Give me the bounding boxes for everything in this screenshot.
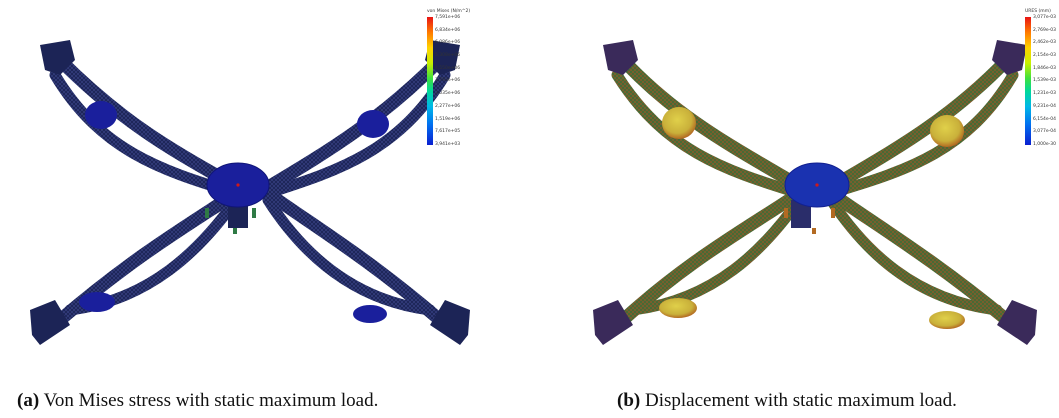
- caption-label: (a): [17, 390, 40, 411]
- legend-tick: 3,035e+06: [435, 91, 461, 97]
- legend-tick: 6,154e-04: [1033, 116, 1057, 122]
- central-hub: [205, 162, 270, 234]
- legend-tick: 1,000e-30: [1033, 141, 1057, 147]
- legend-tick-list: 3,077e-03 2,769e-03 2,462e-03 2,154e-03 …: [1033, 15, 1056, 147]
- legend-color-bar: [1025, 17, 1031, 145]
- legend-title: von Mises (N/m^2): [427, 9, 471, 14]
- legend-tick: 3,793e+06: [435, 78, 461, 84]
- legend-tick: 2,462e-03: [1033, 40, 1057, 46]
- legend-tick: 1,539e-03: [1033, 78, 1057, 84]
- legend-tick: 4,550e+06: [435, 65, 461, 71]
- legend-tick: 2,769e-03: [1033, 27, 1057, 33]
- legend-tick: 7,617e+05: [435, 129, 461, 135]
- legend-tick: 7,591e+06: [435, 15, 461, 20]
- drone-frame-displacement-render: [593, 40, 1037, 345]
- legend-tick: 1,846e-03: [1033, 65, 1057, 71]
- legend-tick: 6,086e+06: [435, 40, 461, 46]
- landing-brackets: [593, 40, 1037, 345]
- caption-text: Von Mises stress with static maximum loa…: [43, 390, 379, 411]
- legend-tick: 5,308e+06: [435, 53, 461, 59]
- legend-tick: 3,941e+03: [435, 141, 461, 147]
- legend-tick: 3,077e-04: [1033, 129, 1057, 135]
- motor-pads: [659, 107, 965, 329]
- figure-panel-von-mises: von Mises (N/m^2) 7,591e+06 6,834e+06 6,…: [0, 0, 529, 418]
- legend-tick: 3,077e-03: [1033, 15, 1057, 20]
- landing-brackets: [30, 40, 470, 345]
- drone-frame-stress-render: [30, 40, 470, 345]
- caption-label: (b): [617, 390, 641, 411]
- figure-panel-displacement: URES (mm) 3,077e-03 2,769e-03 2,462e-03 …: [529, 0, 1058, 418]
- legend-tick: 6,834e+06: [435, 27, 461, 33]
- figure-caption-b: (b) Displacement with static maximum loa…: [617, 390, 957, 412]
- legend-tick: 2,277e+06: [435, 103, 461, 109]
- legend-title: URES (mm): [1025, 9, 1051, 14]
- figure-caption-a: (a) Von Mises stress with static maximum…: [17, 390, 378, 412]
- motor-pads: [79, 101, 389, 323]
- stress-color-legend: von Mises (N/m^2) 7,591e+06 6,834e+06 6,…: [427, 9, 470, 157]
- displacement-color-legend: URES (mm) 3,077e-03 2,769e-03 2,462e-03 …: [1025, 9, 1057, 157]
- legend-color-bar: [427, 17, 433, 145]
- legend-tick: 9,231e-04: [1033, 103, 1057, 109]
- legend-tick: 1,519e+06: [435, 116, 461, 122]
- legend-tick: 1,231e-03: [1033, 91, 1057, 97]
- central-hub: [784, 162, 850, 234]
- legend-tick: 2,154e-03: [1033, 53, 1057, 59]
- legend-tick-list: 7,591e+06 6,834e+06 6,086e+06 5,308e+06 …: [435, 15, 460, 147]
- caption-text: Displacement with static maximum load.: [644, 390, 957, 411]
